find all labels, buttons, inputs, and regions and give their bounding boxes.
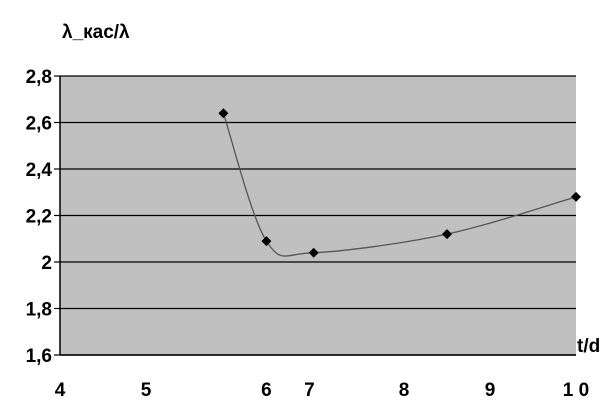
y-tick-label: 2,2 [26,207,52,228]
axes: 2,8 2,6 2,4 2,2 2 1,8 1,64 5 6 7 8 9 1 0 [26,67,590,401]
x-tick-label: 4 [55,380,66,399]
series-layer [218,108,581,258]
y-tick-label: 2 [41,253,52,274]
data-point-marker [571,191,581,202]
x-tick-label: 7 [304,380,315,399]
data-point-marker [261,236,272,247]
x-axis-title: t/d [577,336,600,357]
y-tick-label: 2,6 [26,114,52,135]
data-point-marker [218,108,229,119]
x-tick-label: 1 0 [563,380,589,399]
y-tick-label: 2,4 [26,160,53,181]
x-tick-label: 6 [261,380,272,399]
y-tick-label: 1,6 [26,346,52,367]
y-axis-title: λ_кас/λ [62,22,130,43]
y-tick-label: 1,8 [26,300,52,321]
y-tick-label: 2,8 [26,67,52,88]
labels: λ_кас/λ t/d [62,22,600,357]
data-point-marker [308,247,319,258]
x-tick-label: 5 [141,380,152,399]
data-point-marker [442,229,452,240]
x-tick-label: 8 [399,380,410,399]
x-tick-label: 9 [485,380,496,399]
